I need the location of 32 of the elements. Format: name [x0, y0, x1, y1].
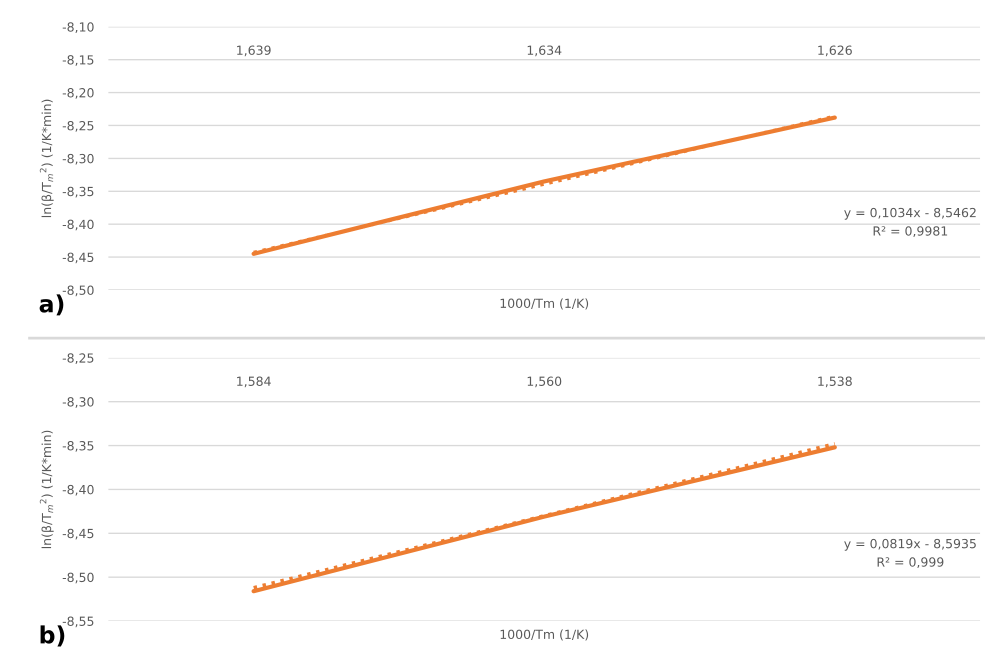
- x-tick-label: 1,639: [237, 45, 271, 56]
- x-axis-title: 1000/Tm (1/K): [500, 298, 588, 310]
- y-tick-label: -8,10: [62, 22, 94, 33]
- annotation: y = 0,0819x - 8,5935: [844, 538, 976, 551]
- y-tick-label: -8,35: [62, 441, 94, 452]
- x-tick-label: 1,626: [818, 45, 852, 56]
- y-tick-label: -8,40: [62, 484, 94, 496]
- x-axis-title: 1000/Tm (1/K): [500, 629, 588, 641]
- y-tick-label: -8,50: [62, 572, 94, 584]
- text: a): [40, 294, 64, 316]
- y-tick-label: -8,45: [62, 252, 94, 264]
- text: b): [40, 625, 64, 646]
- y-axis-title: ln(β/T$_{m}$$^{2}$) (1/K*min): [40, 430, 54, 548]
- y-tick-label: -8,25: [62, 353, 94, 364]
- x-tick-label: 1,584: [237, 376, 271, 388]
- y-tick-label: -8,35: [62, 186, 94, 198]
- annotation: R² = 0,999: [878, 557, 944, 568]
- y-tick-label: -8,55: [62, 616, 94, 628]
- y-tick-label: -8,25: [62, 120, 94, 132]
- y-tick-label: -8,45: [62, 528, 94, 540]
- x-tick-label: 1,538: [818, 376, 852, 388]
- y-tick-label: -8,30: [62, 154, 94, 165]
- y-tick-label: -8,20: [62, 88, 94, 99]
- y-tick-label: -8,30: [62, 397, 94, 408]
- annotation: y = 0,1034x - 8,5462: [844, 208, 976, 220]
- x-tick-label: 1,634: [528, 45, 562, 56]
- annotation: R² = 0,9981: [874, 226, 948, 237]
- y-axis-title: ln(β/T$_{m}$$^{2}$) (1/K*min): [40, 100, 54, 218]
- y-tick-label: -8,50: [62, 285, 94, 296]
- y-tick-label: -8,40: [62, 220, 94, 230]
- y-tick-label: -8,15: [62, 55, 94, 66]
- x-tick-label: 1,560: [528, 376, 562, 388]
